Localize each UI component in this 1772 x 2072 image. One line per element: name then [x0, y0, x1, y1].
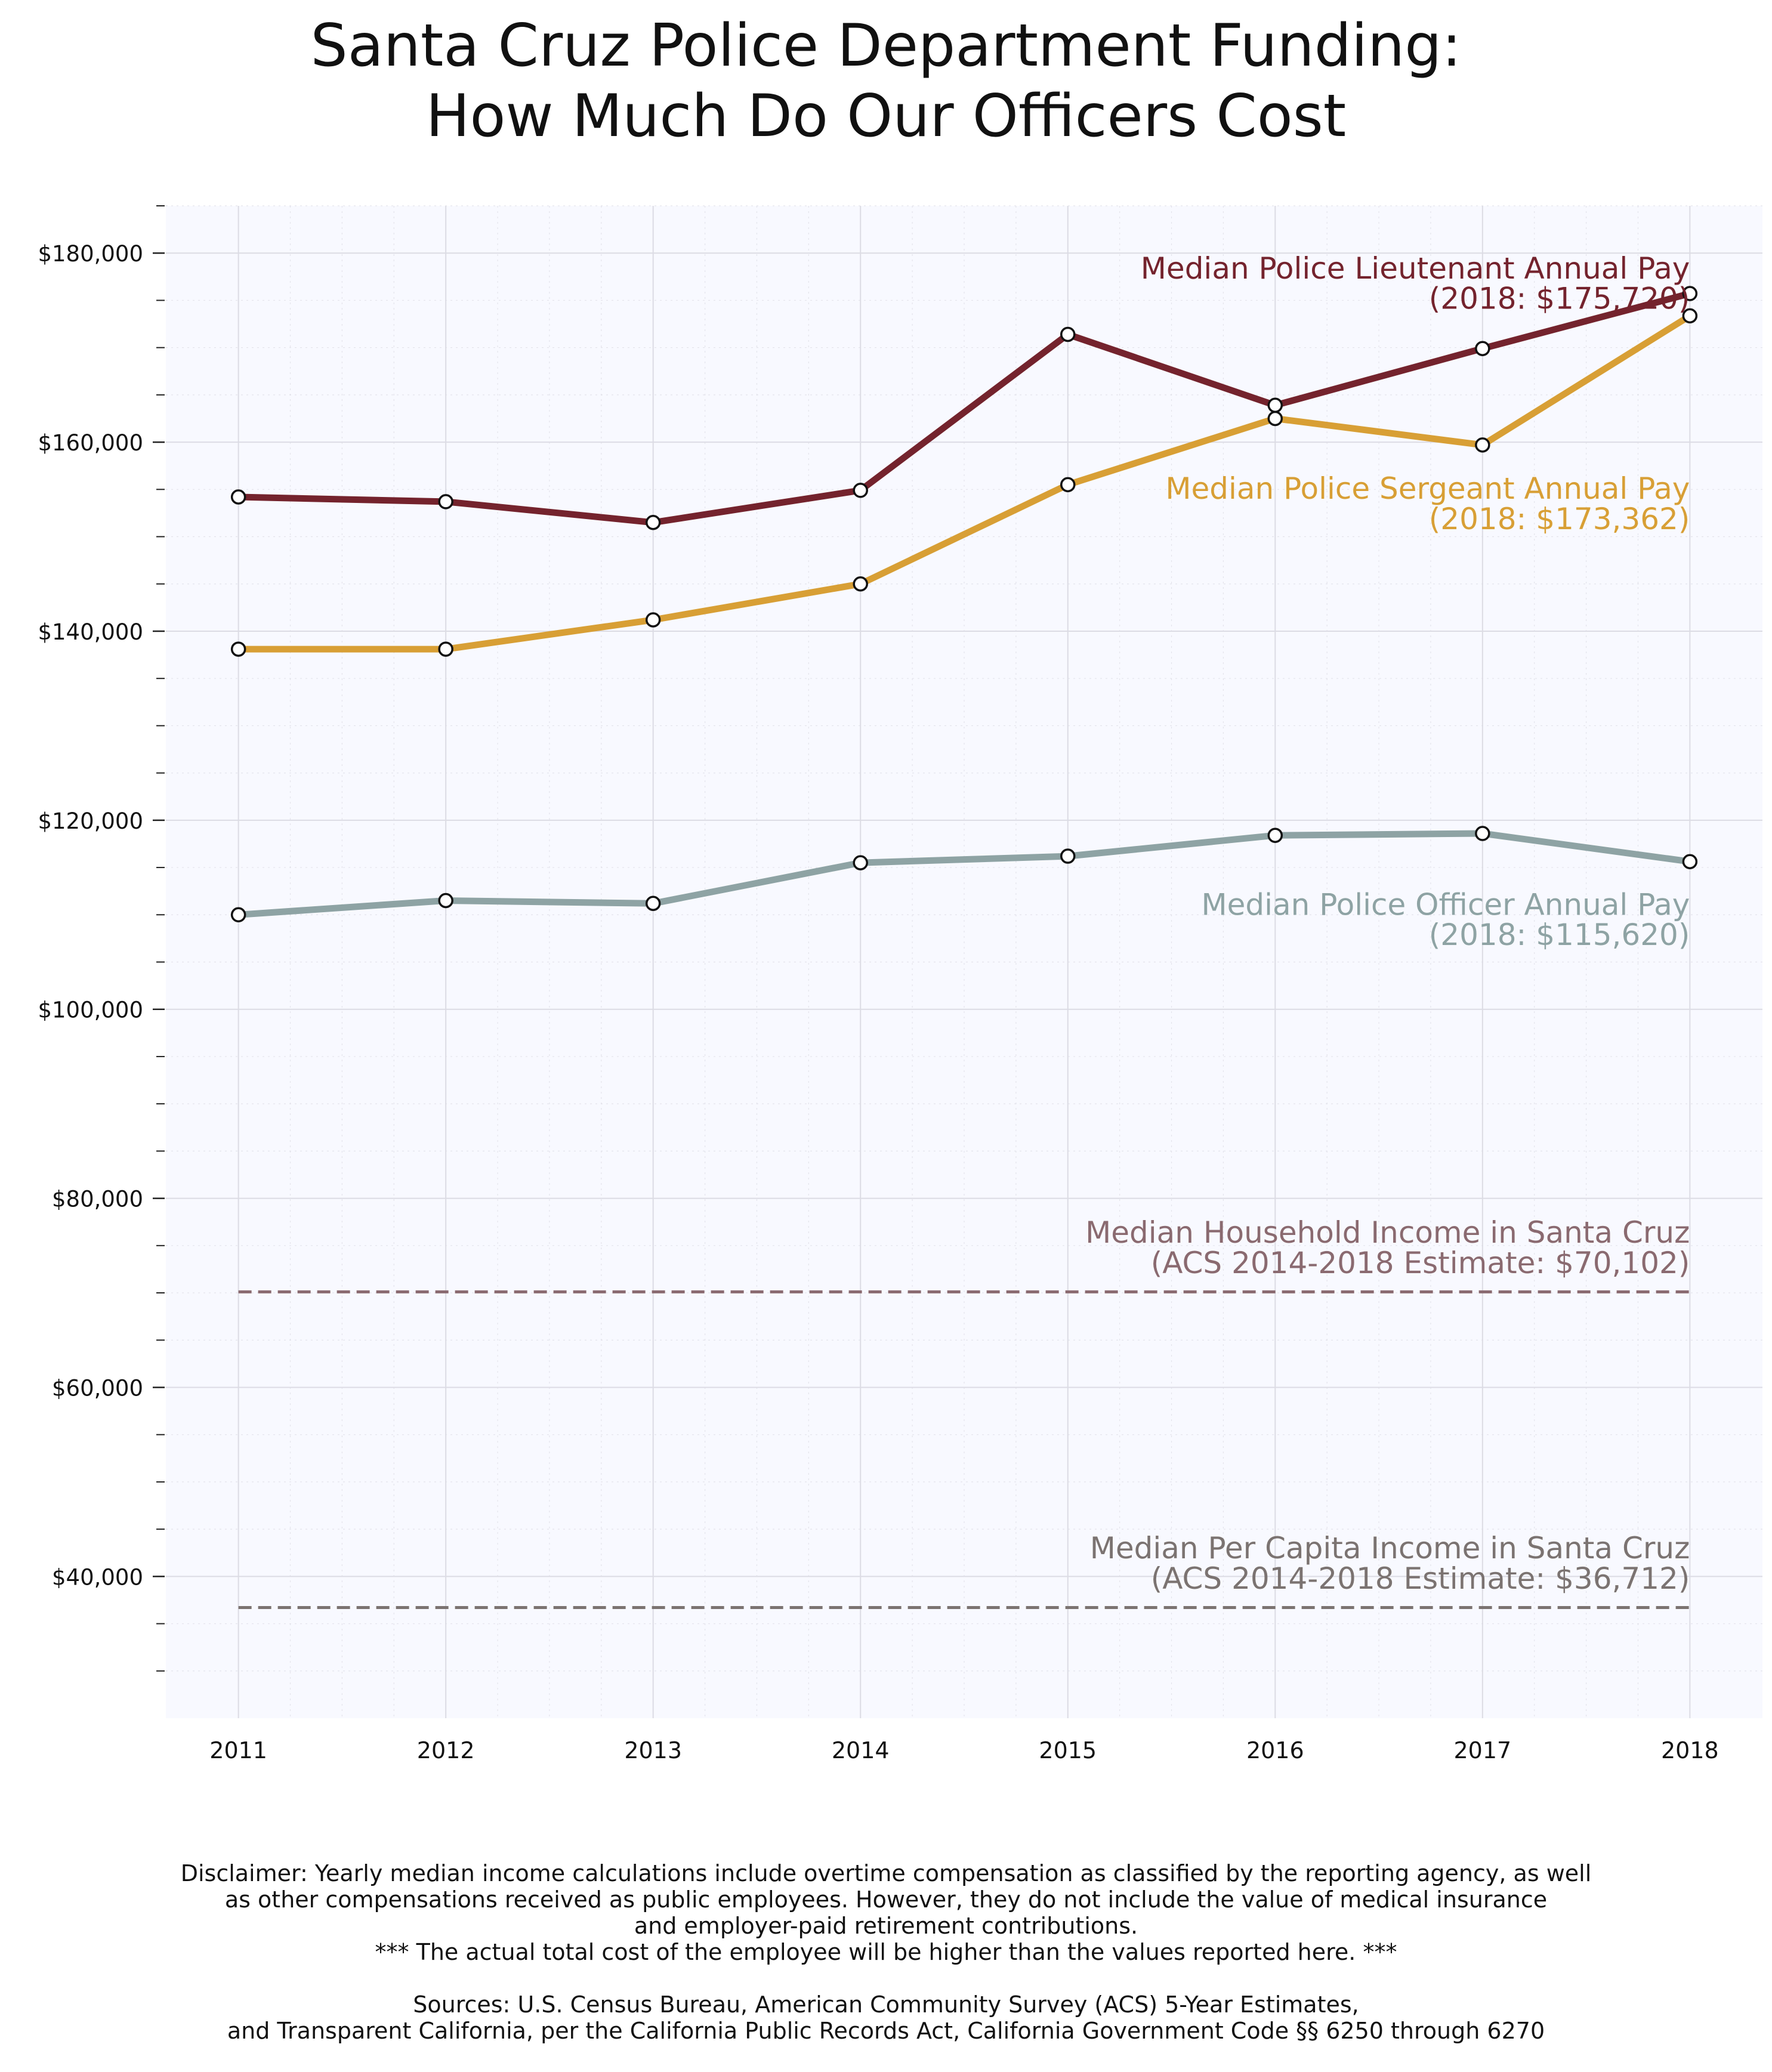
disclaimer-line-3: and employer-paid retirement contributio… [634, 1913, 1138, 1939]
line-chart: $40,000 $60,000 $80,000 $100,000 $120,000 $14… [38, 205, 1762, 1764]
officer-point [1267, 827, 1283, 843]
x-tick-label: 2013 [624, 1737, 682, 1764]
chart-title-line-1: Santa Cruz Police Department Funding: [310, 12, 1462, 80]
officer-point [1682, 854, 1698, 869]
sergeant-label-line: Median Police Sergeant Annual Pay [1165, 471, 1690, 506]
x-tick-label: 2017 [1453, 1737, 1511, 1764]
officer-series-line [235, 830, 1693, 918]
disclaimer-line-2: as other compensations received as publi… [224, 1886, 1548, 1913]
y-tick-label: $100,000 [38, 998, 143, 1023]
lieutenant-point [1060, 326, 1076, 342]
lieutenant-point [230, 489, 246, 505]
chart-title-line-2: How Much Do Our Officers Cost [425, 82, 1347, 150]
x-tick-label: 2018 [1661, 1737, 1719, 1764]
officer-point [230, 907, 246, 923]
disclaimer-line-4: *** The actual total cost of the employe… [375, 1939, 1397, 1965]
lieutenant-point [1475, 341, 1490, 356]
chart-title: Santa Cruz Police Department Funding: Ho… [0, 11, 1772, 152]
lieutenant-point [1267, 397, 1283, 413]
lieutenant-label-line: Median Police Lieutenant Annual Pay [1141, 251, 1690, 286]
lieutenant-point [645, 515, 661, 530]
sergeant-point [853, 576, 868, 592]
lieutenant-label-line: (2018: $175,720) [1429, 282, 1690, 316]
grid-lines [166, 205, 1762, 1718]
sources-line-2: and Transparent California, per the Cali… [227, 2018, 1545, 2044]
x-tick-label: 2012 [417, 1737, 475, 1764]
axes: $40,000 $60,000 $80,000 $100,000 $120,000 $14… [38, 205, 1719, 1764]
household-label-line: (ACS 2014-2018 Estimate: $70,102) [1151, 1246, 1690, 1280]
y-tick-label: $180,000 [38, 241, 143, 267]
sergeant-point [1060, 477, 1076, 493]
lieutenant-point [1682, 286, 1698, 301]
y-tick-label: $120,000 [38, 808, 143, 834]
officer-point [1475, 826, 1490, 841]
x-tick-label: 2015 [1039, 1737, 1097, 1764]
x-tick-label: 2014 [832, 1737, 890, 1764]
sergeant-label-line: (2018: $173,362) [1429, 502, 1690, 536]
x-tick-label: 2011 [209, 1737, 267, 1764]
officer-point [1060, 848, 1076, 864]
household-label-line: Median Household Income in Santa Cruz [1085, 1215, 1690, 1250]
x-tick-label: 2016 [1246, 1737, 1304, 1764]
reference-lines [238, 1290, 1690, 1609]
data-series [230, 286, 1698, 923]
y-tick-label: $60,000 [52, 1375, 143, 1401]
sergeant-point [1475, 437, 1490, 453]
y-tick-label: $140,000 [38, 619, 143, 645]
y-tick-label: $40,000 [52, 1564, 143, 1590]
officer-point [645, 896, 661, 912]
sergeant-point [230, 641, 246, 657]
series-labels: Median Police Lieutenant Annual Pay(2018… [1085, 251, 1690, 1596]
officer-point [438, 893, 453, 909]
plot-area [166, 206, 1762, 1718]
officer-point [853, 855, 868, 870]
sources-line-1: Sources: U.S. Census Bureau, American Co… [413, 1991, 1359, 2018]
per_capita-label-line: Median Per Capita Income in Santa Cruz [1090, 1531, 1690, 1565]
footer-spacer [0, 1965, 1772, 1991]
footer-notes: Disclaimer: Yearly median income calcula… [0, 1860, 1772, 2044]
sergeant-series-line [235, 312, 1693, 653]
lieutenant-series-line [235, 290, 1693, 526]
officer-label-line: (2018: $115,620) [1429, 918, 1690, 952]
lieutenant-point [853, 483, 868, 498]
sergeant-point [645, 612, 661, 628]
sergeant-point [1682, 308, 1698, 324]
lieutenant-point [438, 494, 453, 509]
disclaimer-line-1: Disclaimer: Yearly median income calcula… [180, 1860, 1592, 1886]
sergeant-point [438, 641, 453, 657]
sergeant-point [1267, 410, 1283, 427]
y-tick-label: $80,000 [52, 1187, 143, 1212]
officer-label-line: Median Police Officer Annual Pay [1201, 887, 1690, 922]
y-tick-label: $160,000 [38, 430, 143, 456]
per_capita-label-line: (ACS 2014-2018 Estimate: $36,712) [1151, 1561, 1690, 1596]
